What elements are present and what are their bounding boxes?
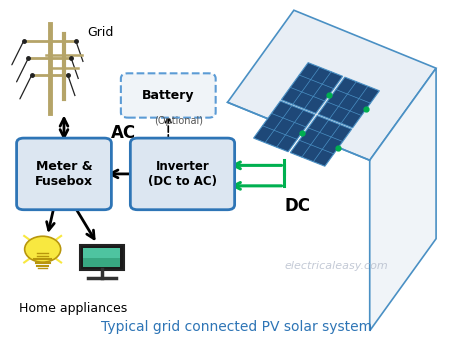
Text: Battery: Battery [142,89,194,102]
Circle shape [25,236,61,262]
FancyBboxPatch shape [17,138,111,210]
FancyBboxPatch shape [83,248,120,267]
FancyBboxPatch shape [130,138,235,210]
Text: Typical grid connected PV solar system: Typical grid connected PV solar system [101,320,373,334]
Polygon shape [228,10,436,160]
Polygon shape [370,68,436,331]
Polygon shape [290,116,352,166]
Text: Grid: Grid [88,26,114,39]
Text: electricaleasy.com: electricaleasy.com [284,262,388,271]
FancyBboxPatch shape [80,245,124,270]
Text: Home appliances: Home appliances [19,302,128,315]
Text: Inverter
(DC to AC): Inverter (DC to AC) [148,160,217,188]
FancyBboxPatch shape [121,73,216,118]
FancyBboxPatch shape [83,258,120,267]
Polygon shape [282,63,343,113]
Text: Meter &
Fusebox: Meter & Fusebox [35,160,93,188]
Polygon shape [318,77,379,128]
Text: AC: AC [111,124,137,142]
Text: (Optional): (Optional) [154,117,203,127]
Polygon shape [254,101,315,152]
Text: DC: DC [284,197,310,216]
